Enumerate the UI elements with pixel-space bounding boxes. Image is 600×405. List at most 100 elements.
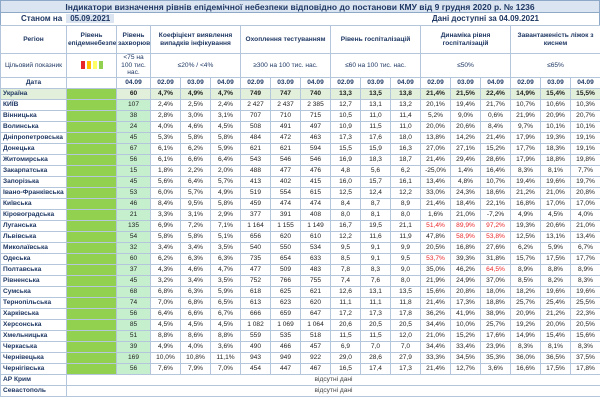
value-cell: 12,7% xyxy=(450,362,482,375)
value-cell: 656 xyxy=(240,230,271,243)
value-cell: 659 xyxy=(270,307,301,320)
value-cell: 19,6% xyxy=(540,175,572,188)
value-cell: 34,4% xyxy=(420,318,452,331)
value-cell: 16,7 xyxy=(330,219,361,232)
value-cell: 11,5 xyxy=(360,329,391,342)
value-cell: 4,6% xyxy=(180,263,211,276)
value-cell: 5,8% xyxy=(150,230,181,243)
value-cell: 467 xyxy=(300,362,331,375)
value-cell: 497 xyxy=(300,120,331,133)
value-cell: 459 xyxy=(240,197,271,210)
value-cell: 12,6 xyxy=(330,285,361,298)
value-cell: 20,7% xyxy=(570,109,600,122)
value-cell: 6,8% xyxy=(150,285,181,298)
value-cell: 17,7% xyxy=(510,142,542,155)
region-name: Івано-Франківська xyxy=(0,186,67,199)
value-cell: 20,6% xyxy=(450,120,482,133)
value-cell: 58,9% xyxy=(450,230,482,243)
value-cell: 15,6% xyxy=(420,285,452,298)
value-cell: 11,5 xyxy=(330,329,361,342)
region-name: Хмельницька xyxy=(0,329,67,342)
value-cell: 20,6 xyxy=(330,318,361,331)
value-cell: 4,0% xyxy=(150,120,181,133)
value-cell: 391 xyxy=(270,208,301,221)
value-cell: 21,4% xyxy=(420,362,452,375)
value-cell: 5,8% xyxy=(180,230,211,243)
value-cell: 8,4% xyxy=(150,197,181,210)
table-head: Регіон Рівень епідемнебезпеки Рівень зах… xyxy=(0,25,600,89)
date: 02.09 xyxy=(240,76,271,89)
value-cell: 618 xyxy=(240,285,271,298)
date: 03.09 xyxy=(180,76,211,89)
value-cell: 4,9% xyxy=(210,186,241,199)
value-cell: 11,1% xyxy=(210,351,241,364)
no-data-row: Севастополь відсутні дані xyxy=(0,384,600,397)
value-cell: 17,0% xyxy=(570,197,600,210)
value-cell: 15,9 xyxy=(360,142,391,155)
value-cell: 8,6% xyxy=(180,329,211,342)
value-cell: 16,8% xyxy=(450,241,482,254)
target: ≤50% xyxy=(420,53,512,78)
region-row: Хмельницька 51 8,8% 8,6% 8,8% 559 535 518 11,5 11… xyxy=(0,329,600,342)
value-cell: 2,5% xyxy=(180,98,211,111)
region-name: Черкаська xyxy=(0,340,67,353)
value-cell: 17,8 xyxy=(389,307,422,320)
region-name: Запорізька xyxy=(0,175,67,188)
value-cell: 4,9% xyxy=(510,208,542,221)
value-cell: 623 xyxy=(270,296,301,309)
value-cell: 654 xyxy=(270,252,301,265)
value-cell: 9,1 xyxy=(360,252,391,265)
region-name: Херсонська xyxy=(0,318,67,331)
value-cell: 54 xyxy=(116,230,151,243)
date: 04.09 xyxy=(570,76,600,89)
value-cell: 5,9% xyxy=(210,285,241,298)
value-cell: 4,5% xyxy=(210,120,241,133)
value-cell: 554 xyxy=(270,186,301,199)
value-cell: 18,3 xyxy=(360,153,391,166)
region-name: Волинська xyxy=(0,120,67,133)
value-cell: 17,7% xyxy=(570,252,600,265)
value-cell: 29,0 xyxy=(330,351,361,364)
value-cell: 16,5 xyxy=(330,362,361,375)
region-name: Вінницька xyxy=(0,109,67,122)
region-name: Харківська xyxy=(0,307,67,320)
value-cell: 477 xyxy=(270,164,301,177)
level-indicator xyxy=(66,285,117,298)
value-cell: 21,9% xyxy=(420,274,452,287)
value-cell: 45 xyxy=(116,175,151,188)
value-cell: 402 xyxy=(270,175,301,188)
value-cell: 666 xyxy=(240,307,271,320)
value-cell: 10,6% xyxy=(540,98,572,111)
value-cell: 11,8 xyxy=(389,296,422,309)
value-cell: 8,0 xyxy=(389,208,422,221)
level-indicator xyxy=(66,164,117,177)
value-cell: 4,5% xyxy=(150,318,181,331)
value-cell: 12,7 xyxy=(330,98,361,111)
value-cell: 39,3% xyxy=(450,252,482,265)
value-cell: 41,9% xyxy=(450,307,482,320)
date-label: Дата xyxy=(0,76,67,89)
value-cell: 8,7 xyxy=(360,197,391,210)
region-row: Вінницька 38 2,8% 3,0% 3,1% 707 710 715 10,5 11,0… xyxy=(0,109,600,122)
status-bar: Станом на 05.09.2021 Дані доступні за 04.… xyxy=(0,13,600,25)
value-cell: 8,9 xyxy=(389,197,422,210)
value-cell: 752 xyxy=(240,274,271,287)
region-row: Закарпатська 15 1,8% 2,2% 2,0% 488 477 476 4,8 5,… xyxy=(0,164,600,177)
value-cell: 39 xyxy=(116,340,151,353)
value-cell: 15,4% xyxy=(540,87,572,100)
value-cell: 21,0% xyxy=(420,329,452,342)
value-cell: -25,0% xyxy=(420,164,452,177)
value-cell: 8,1% xyxy=(540,340,572,353)
value-cell: 1,8% xyxy=(150,164,181,177)
value-cell: 6,7% xyxy=(210,307,241,320)
date: 03.09 xyxy=(450,76,482,89)
level-indicator xyxy=(66,142,117,155)
value-cell: 17,3 xyxy=(360,307,391,320)
value-cell: 735 xyxy=(240,252,271,265)
no-data: відсутні дані xyxy=(65,373,600,386)
value-cell: 6,3% xyxy=(180,252,211,265)
value-cell: 14,2% xyxy=(450,131,482,144)
value-cell: 8,3% xyxy=(510,340,542,353)
date: 02.09 xyxy=(150,76,181,89)
value-cell: 28,6 xyxy=(360,351,391,364)
